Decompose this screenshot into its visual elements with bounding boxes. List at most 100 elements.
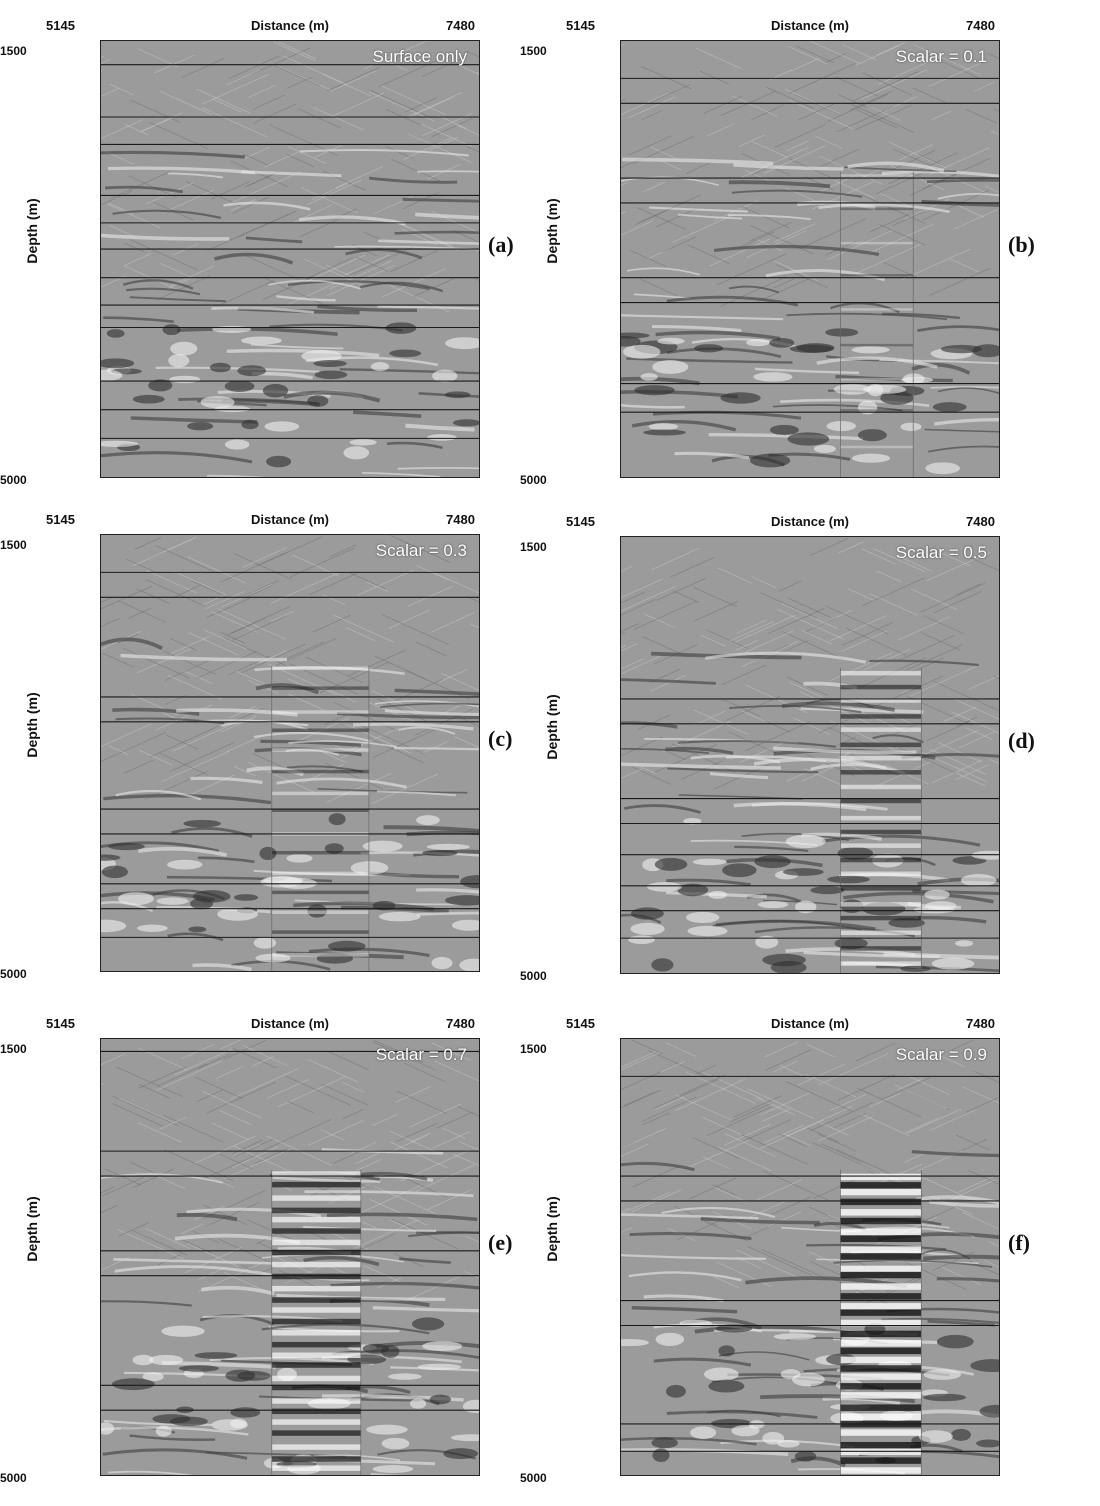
amplitude-blob bbox=[373, 1465, 414, 1473]
zone-band bbox=[840, 1266, 921, 1272]
amplitude-blob bbox=[187, 422, 213, 430]
x-axis-max-label: 7480 bbox=[966, 514, 995, 529]
zone-band bbox=[840, 916, 921, 920]
zone-band bbox=[272, 1444, 361, 1449]
zone-band bbox=[840, 174, 913, 176]
amplitude-blob bbox=[651, 1437, 678, 1448]
amplitude-blob bbox=[112, 1378, 155, 1390]
zone-band bbox=[272, 1319, 361, 1324]
amplitude-blob bbox=[790, 345, 834, 353]
zone-band bbox=[272, 1362, 361, 1367]
amplitude-blob bbox=[783, 868, 824, 876]
panel-letter: (c) bbox=[488, 726, 512, 752]
zone-band bbox=[272, 1330, 361, 1335]
x-axis-title: Distance (m) bbox=[100, 512, 480, 527]
amplitude-blob bbox=[266, 456, 291, 468]
zone-band bbox=[840, 886, 921, 890]
zone-band bbox=[840, 1365, 921, 1371]
panel-letter: (b) bbox=[1008, 232, 1035, 258]
zone-band bbox=[840, 242, 913, 244]
amplitude-blob bbox=[786, 835, 826, 848]
amplitude-blob bbox=[183, 820, 221, 827]
x-axis-title: Distance (m) bbox=[100, 1016, 480, 1031]
zone-band bbox=[272, 1342, 361, 1347]
amplitude-blob bbox=[386, 322, 417, 334]
seismic-section-plot: Scalar = 0.7 bbox=[100, 1038, 480, 1476]
amplitude-blob bbox=[190, 898, 213, 909]
zone-band bbox=[840, 208, 913, 210]
zone-band bbox=[840, 858, 921, 862]
amplitude-blob bbox=[704, 1367, 739, 1381]
y-axis-title: Depth (m) bbox=[544, 1169, 560, 1289]
zone-band bbox=[840, 961, 921, 965]
y-axis-max-label: 5000 bbox=[520, 473, 547, 487]
y-axis-max-label: 5000 bbox=[0, 1471, 27, 1485]
seismic-image bbox=[621, 1039, 999, 1475]
zone-band bbox=[840, 1209, 921, 1215]
amplitude-blob bbox=[315, 370, 348, 379]
zone-band bbox=[840, 799, 921, 803]
amplitude-blob bbox=[422, 1341, 462, 1351]
zone-band bbox=[272, 1456, 361, 1461]
zone-band bbox=[840, 756, 921, 760]
amplitude-blob bbox=[163, 324, 181, 335]
zone-band bbox=[840, 1357, 921, 1363]
amplitude-blob bbox=[432, 957, 453, 969]
zone-band bbox=[272, 1307, 361, 1312]
panel-annotation: Scalar = 0.9 bbox=[896, 1045, 987, 1065]
amplitude-blob bbox=[925, 901, 956, 910]
zone-band bbox=[272, 667, 369, 670]
amplitude-blob bbox=[795, 901, 816, 914]
x-axis-title: Distance (m) bbox=[100, 18, 480, 33]
y-axis-max-label: 5000 bbox=[0, 967, 27, 981]
amplitude-blob bbox=[416, 815, 440, 825]
zone-band bbox=[840, 843, 921, 847]
amplitude-blob bbox=[412, 1317, 444, 1330]
amplitude-blob bbox=[443, 1448, 478, 1459]
zone-band bbox=[840, 1229, 921, 1235]
amplitude-blob bbox=[753, 372, 792, 382]
amplitude-blob bbox=[313, 360, 346, 367]
amplitude-blob bbox=[379, 912, 421, 921]
y-axis-min-label: 1500 bbox=[520, 1042, 547, 1056]
panel-annotation: Scalar = 0.5 bbox=[896, 543, 987, 563]
amplitude-blob bbox=[230, 1419, 247, 1428]
panel-annotation: Scalar = 0.3 bbox=[376, 541, 467, 561]
zone-band bbox=[840, 727, 921, 731]
zone-band bbox=[840, 1189, 921, 1195]
zone-band bbox=[272, 770, 369, 773]
amplitude-blob bbox=[643, 429, 686, 435]
amplitude-blob bbox=[652, 1448, 669, 1462]
amplitude-blob bbox=[666, 1385, 686, 1398]
zone-band bbox=[272, 872, 369, 875]
amplitude-blob bbox=[161, 1326, 204, 1337]
x-axis-max-label: 7480 bbox=[446, 512, 475, 527]
zone-band bbox=[840, 946, 921, 950]
amplitude-blob bbox=[955, 940, 973, 946]
amplitude-blob bbox=[168, 354, 189, 367]
zone-band bbox=[272, 1286, 361, 1291]
amplitude-blob bbox=[647, 882, 682, 892]
zone-band bbox=[272, 1465, 361, 1470]
amplitude-blob bbox=[343, 446, 369, 459]
zone-band bbox=[840, 1303, 921, 1309]
x-axis-min-label: 5145 bbox=[566, 1016, 595, 1031]
amplitude-blob bbox=[708, 1380, 744, 1393]
zone-band bbox=[272, 891, 369, 894]
amplitude-blob bbox=[838, 847, 874, 860]
zone-band bbox=[840, 446, 913, 448]
amplitude-blob bbox=[758, 901, 788, 908]
amplitude-blob bbox=[933, 402, 967, 412]
amplitude-blob bbox=[923, 1394, 966, 1402]
zone-band bbox=[272, 1419, 361, 1424]
amplitude-blob bbox=[656, 1333, 684, 1346]
amplitude-blob bbox=[410, 1399, 426, 1409]
amplitude-blob bbox=[156, 1426, 172, 1437]
y-axis-min-label: 1500 bbox=[0, 1042, 27, 1056]
amplitude-blob bbox=[212, 326, 251, 333]
amplitude-blob bbox=[652, 360, 688, 374]
amplitude-blob bbox=[107, 329, 125, 338]
zone-band bbox=[840, 770, 921, 774]
amplitude-blob bbox=[754, 855, 790, 868]
amplitude-blob bbox=[623, 345, 661, 359]
